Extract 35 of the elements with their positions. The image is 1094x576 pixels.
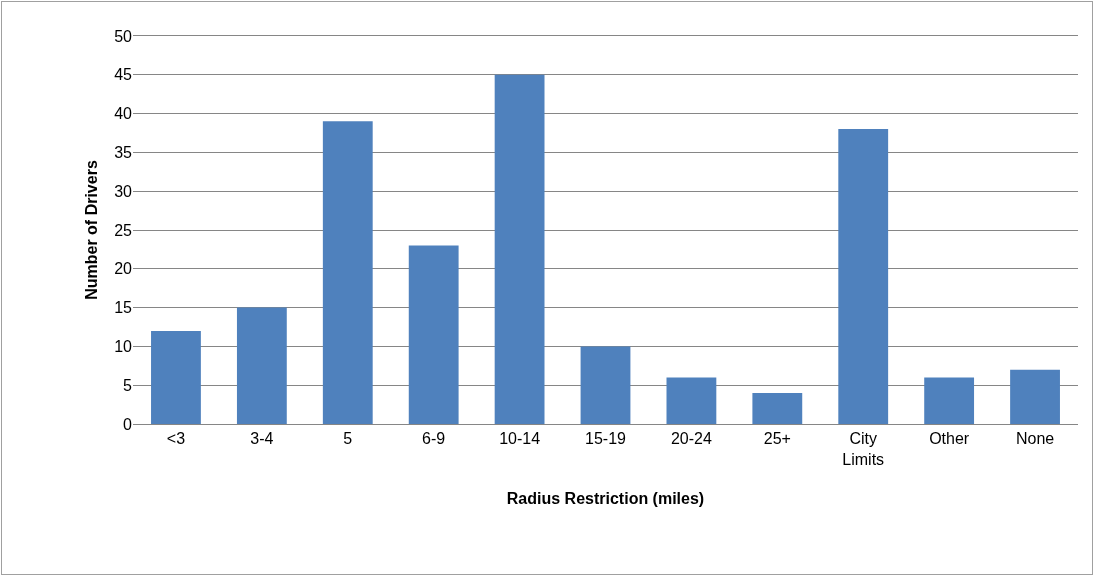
y-tick-label: 35 <box>114 144 133 161</box>
bar <box>494 74 545 424</box>
x-tick-label: 10-14 <box>499 430 541 448</box>
y-tick-label: 15 <box>114 299 133 317</box>
bar <box>838 129 889 424</box>
x-tick-label: City Limits <box>842 430 885 468</box>
y-tick-label: 25 <box>114 221 133 239</box>
y-tick-label: 45 <box>114 66 133 84</box>
x-tick-label: 15-19 <box>585 430 627 448</box>
bar <box>236 307 287 424</box>
bar <box>580 346 631 424</box>
bar <box>151 330 201 424</box>
y-axis-title: Number of Drivers <box>83 160 101 300</box>
bar <box>752 392 803 424</box>
x-tick-label: None <box>1015 430 1055 448</box>
y-tick-label: 0 <box>123 415 133 433</box>
bar <box>924 377 975 424</box>
x-tick-label: 20-24 <box>670 430 712 448</box>
bar <box>408 245 459 424</box>
y-tick-label: 5 <box>123 376 133 394</box>
x-tick-label: <3 <box>166 430 186 448</box>
x-tick-label: 6-9 <box>422 430 446 448</box>
x-tick-label: Other <box>929 430 970 448</box>
x-tick-label: 3-4 <box>250 430 274 448</box>
bar <box>322 121 373 424</box>
bar <box>1010 369 1060 424</box>
x-tick-label: 5 <box>343 430 353 448</box>
y-tick-label: 10 <box>114 338 133 355</box>
y-tick-label: 50 <box>114 27 133 45</box>
bar <box>666 377 717 424</box>
x-tick-label: 25+ <box>763 430 791 448</box>
y-tick-label: 20 <box>114 260 133 278</box>
x-axis-title: Radius Restriction (miles) <box>506 489 705 507</box>
y-tick-label: 30 <box>114 182 133 200</box>
y-tick-label: 40 <box>114 105 133 123</box>
